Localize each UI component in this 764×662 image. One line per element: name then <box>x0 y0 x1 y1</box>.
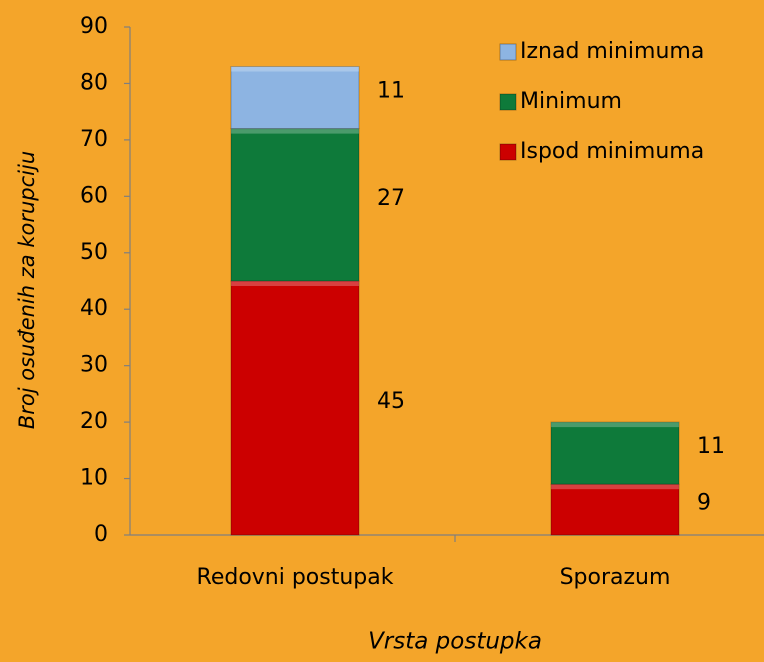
bar-shine <box>231 128 359 134</box>
y-tick-label: 30 <box>80 353 108 378</box>
bar-segment <box>230 280 360 536</box>
legend-swatch <box>499 93 517 111</box>
data-label: 27 <box>377 186 405 211</box>
legend-swatch <box>499 43 517 61</box>
bar-shine <box>551 422 679 428</box>
legend-swatch <box>499 143 517 161</box>
y-tick-label: 50 <box>80 240 108 265</box>
y-tick-label: 10 <box>80 466 108 491</box>
data-label: 11 <box>377 79 405 104</box>
bar-segment <box>230 66 360 130</box>
x-tick-label: Redovni postupak <box>197 565 394 590</box>
bar-segment <box>230 128 360 282</box>
y-tick-label: 70 <box>80 127 108 152</box>
y-tick-label: 60 <box>80 183 108 208</box>
x-tick-label: Sporazum <box>560 565 671 590</box>
data-label: 45 <box>377 389 405 414</box>
bar-segment <box>550 421 680 485</box>
bar-shine <box>551 484 679 490</box>
legend-label: Minimum <box>520 89 622 114</box>
legend-label: Ispod minimuma <box>520 139 704 164</box>
y-tick-label: 90 <box>80 14 108 39</box>
y-tick-label: 80 <box>80 70 108 95</box>
y-tick-label: 0 <box>94 522 108 547</box>
y-tick-label: 40 <box>80 296 108 321</box>
y-axis-title: Broj osuđenih za korupciju <box>15 151 39 429</box>
bar-shine <box>231 281 359 286</box>
data-label: 9 <box>697 491 711 516</box>
data-label: 11 <box>697 434 725 459</box>
bar-segment <box>550 483 680 536</box>
legend-label: Iznad minimuma <box>520 39 704 64</box>
bar-shine <box>231 66 359 72</box>
y-tick-label: 20 <box>80 409 108 434</box>
x-axis-title: Vrsta postupka <box>368 629 542 655</box>
